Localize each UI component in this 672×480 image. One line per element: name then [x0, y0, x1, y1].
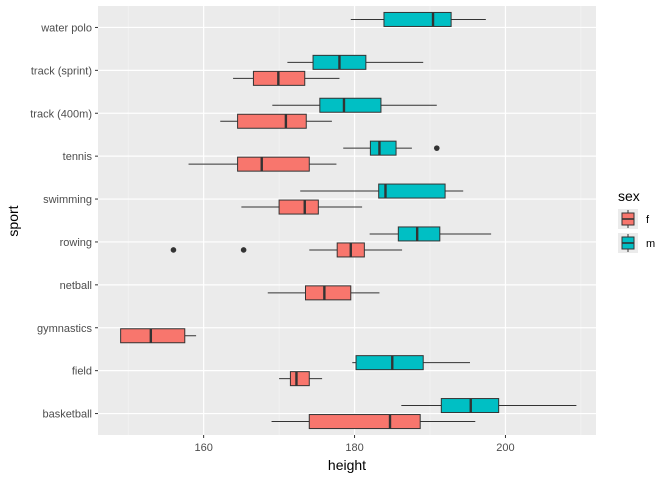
- box-iqr: [378, 183, 446, 199]
- box-m-track-sprint: [287, 54, 424, 70]
- box-iqr: [397, 226, 441, 242]
- box-iqr: [278, 199, 319, 215]
- box-iqr: [383, 11, 452, 27]
- x-axis-title: height: [328, 457, 366, 473]
- box-f-swimming: [241, 199, 363, 215]
- legend: sex fm: [618, 188, 655, 253]
- box-iqr: [319, 97, 382, 113]
- box-iqr: [237, 113, 307, 129]
- grid-lines: [98, 6, 596, 435]
- box-m-tennis: [343, 140, 440, 156]
- box-f-tennis: [188, 156, 337, 172]
- y-tick-label-gymnastics: gymnastics: [37, 323, 93, 335]
- box-m-rowing: [369, 226, 492, 242]
- y-tick-label-track-400m: track (400m): [30, 108, 92, 120]
- box-iqr: [355, 355, 424, 371]
- y-axis-ticks: basketball field gymnastics netball rowing sw…: [30, 22, 98, 421]
- box-f-track-400m: [220, 113, 332, 129]
- x-axis-ticks: 160 180 200: [194, 435, 515, 454]
- outlier-point: [240, 247, 247, 253]
- panel-background: [98, 6, 596, 435]
- legend-items: fm: [618, 209, 655, 253]
- legend-label-f: f: [646, 214, 650, 226]
- box-m-swimming: [300, 183, 464, 199]
- box-f-rowing: [170, 242, 403, 258]
- box-f-track-sprint: [233, 70, 340, 86]
- box-f-basketball: [271, 414, 476, 430]
- box-iqr: [305, 285, 352, 301]
- box-m-field: [352, 355, 470, 371]
- y-tick-label-field: field: [72, 366, 92, 378]
- box-f-netball: [267, 285, 380, 301]
- y-tick-label-track-sprint: track (sprint): [31, 65, 92, 77]
- box-m-water-polo: [350, 11, 486, 27]
- y-axis-title: sport: [5, 205, 21, 236]
- box-iqr: [120, 328, 186, 344]
- y-tick-label-swimming: swimming: [43, 194, 92, 206]
- legend-item-m: m: [618, 233, 655, 253]
- outlier-point: [170, 247, 177, 253]
- legend-title: sex: [618, 188, 640, 204]
- y-tick-label-rowing: rowing: [60, 237, 92, 249]
- box-iqr: [308, 414, 421, 430]
- y-tick-label-water-polo: water polo: [40, 22, 92, 34]
- box-iqr: [237, 156, 310, 172]
- x-tick-label: 200: [496, 442, 514, 454]
- box-iqr: [369, 140, 397, 156]
- box-iqr: [289, 371, 310, 387]
- y-tick-label-netball: netball: [60, 280, 92, 292]
- box-f-field: [279, 371, 323, 387]
- box-m-basketball: [401, 398, 577, 414]
- x-tick-label: 160: [194, 442, 212, 454]
- legend-item-f: f: [618, 209, 650, 229]
- x-tick-label: 180: [345, 442, 363, 454]
- box-m-track-400m: [272, 97, 437, 113]
- outlier-point: [433, 145, 440, 151]
- box-series: [120, 11, 577, 430]
- y-tick-label-tennis: tennis: [63, 151, 93, 163]
- y-tick-label-basketball: basketball: [42, 409, 92, 421]
- legend-label-m: m: [646, 238, 655, 250]
- box-f-gymnastics: [120, 328, 197, 344]
